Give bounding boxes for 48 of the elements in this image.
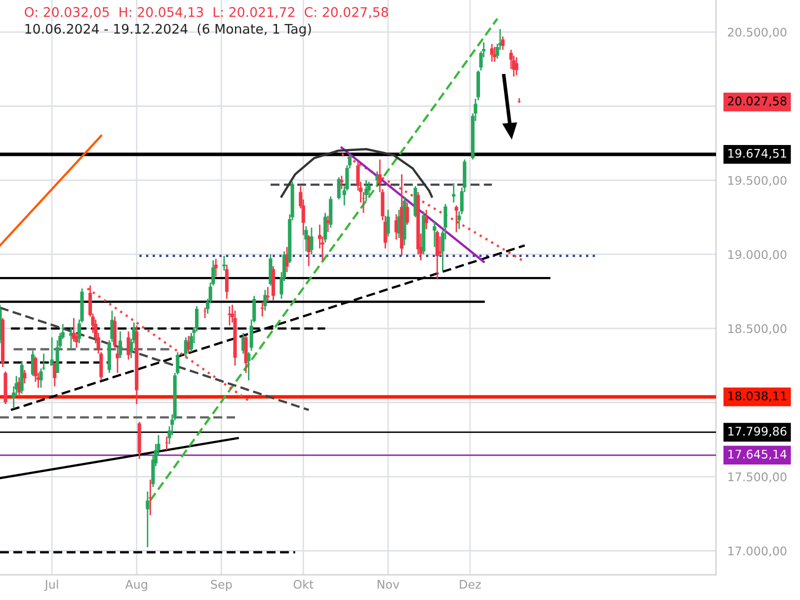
candlestick — [214, 258, 218, 278]
candlestick — [340, 175, 344, 190]
x-tick-label: Aug — [125, 580, 148, 592]
candlestick — [184, 336, 188, 359]
ref-line-label: 17.645,14 — [728, 450, 787, 460]
candlestick — [310, 226, 314, 256]
candlestick — [454, 204, 458, 233]
candlestick — [222, 255, 226, 272]
ref-line-label: 19.674,51 — [728, 148, 786, 159]
candlestick — [424, 209, 428, 230]
candlestick — [225, 264, 229, 300]
x-tick-label: Dez — [460, 580, 481, 589]
candlestick — [263, 289, 267, 312]
y-tick-label: 17.500,00 — [728, 472, 786, 483]
candlestick — [50, 336, 54, 366]
candlestick — [438, 236, 442, 257]
text: 20.027,58 — [728, 96, 786, 107]
y-tick-label: 20.500,00 — [728, 28, 786, 38]
candlestick — [364, 180, 368, 202]
y-tick-label: 19.500,00 — [728, 176, 786, 186]
candlestick — [386, 209, 390, 238]
candlestick — [246, 351, 250, 382]
candlestick — [337, 176, 341, 200]
candlestick — [203, 307, 207, 319]
candlestick — [148, 478, 152, 516]
x-tick-label: Sep — [211, 580, 232, 592]
chart-title: O: 20.032,05 H: 20.054,13 L: 20.021,72 C: 20.027,58 — [24, 7, 388, 18]
ref-line-label: 17.799,86 — [728, 426, 786, 437]
x-tick-label: Nov — [378, 580, 400, 589]
y-tick-label: 18.500,00 — [728, 324, 786, 334]
y-tick-label: 17.000,00 — [728, 546, 786, 557]
text: 10.06.2024 - 19.12.2024 (6 Monate, 1 Tag) — [25, 24, 311, 36]
x-tick-label: Jul — [44, 580, 58, 591]
x-tick-label: Okt — [294, 580, 314, 589]
candlestick — [501, 36, 505, 50]
candlestick — [22, 369, 26, 384]
ref-line-label: 18.038,11 — [728, 391, 786, 402]
candlestick — [514, 56, 518, 76]
candlestick — [323, 212, 327, 244]
candlestick — [490, 43, 494, 62]
y-tick-label: 19.000,00 — [728, 250, 786, 260]
candlestick — [432, 221, 436, 248]
line-series — [280, 148, 433, 198]
candlestick — [452, 182, 456, 204]
candlestick — [118, 330, 122, 359]
candlestick — [146, 490, 150, 548]
candlestick — [260, 301, 264, 318]
candlestick — [405, 202, 409, 226]
